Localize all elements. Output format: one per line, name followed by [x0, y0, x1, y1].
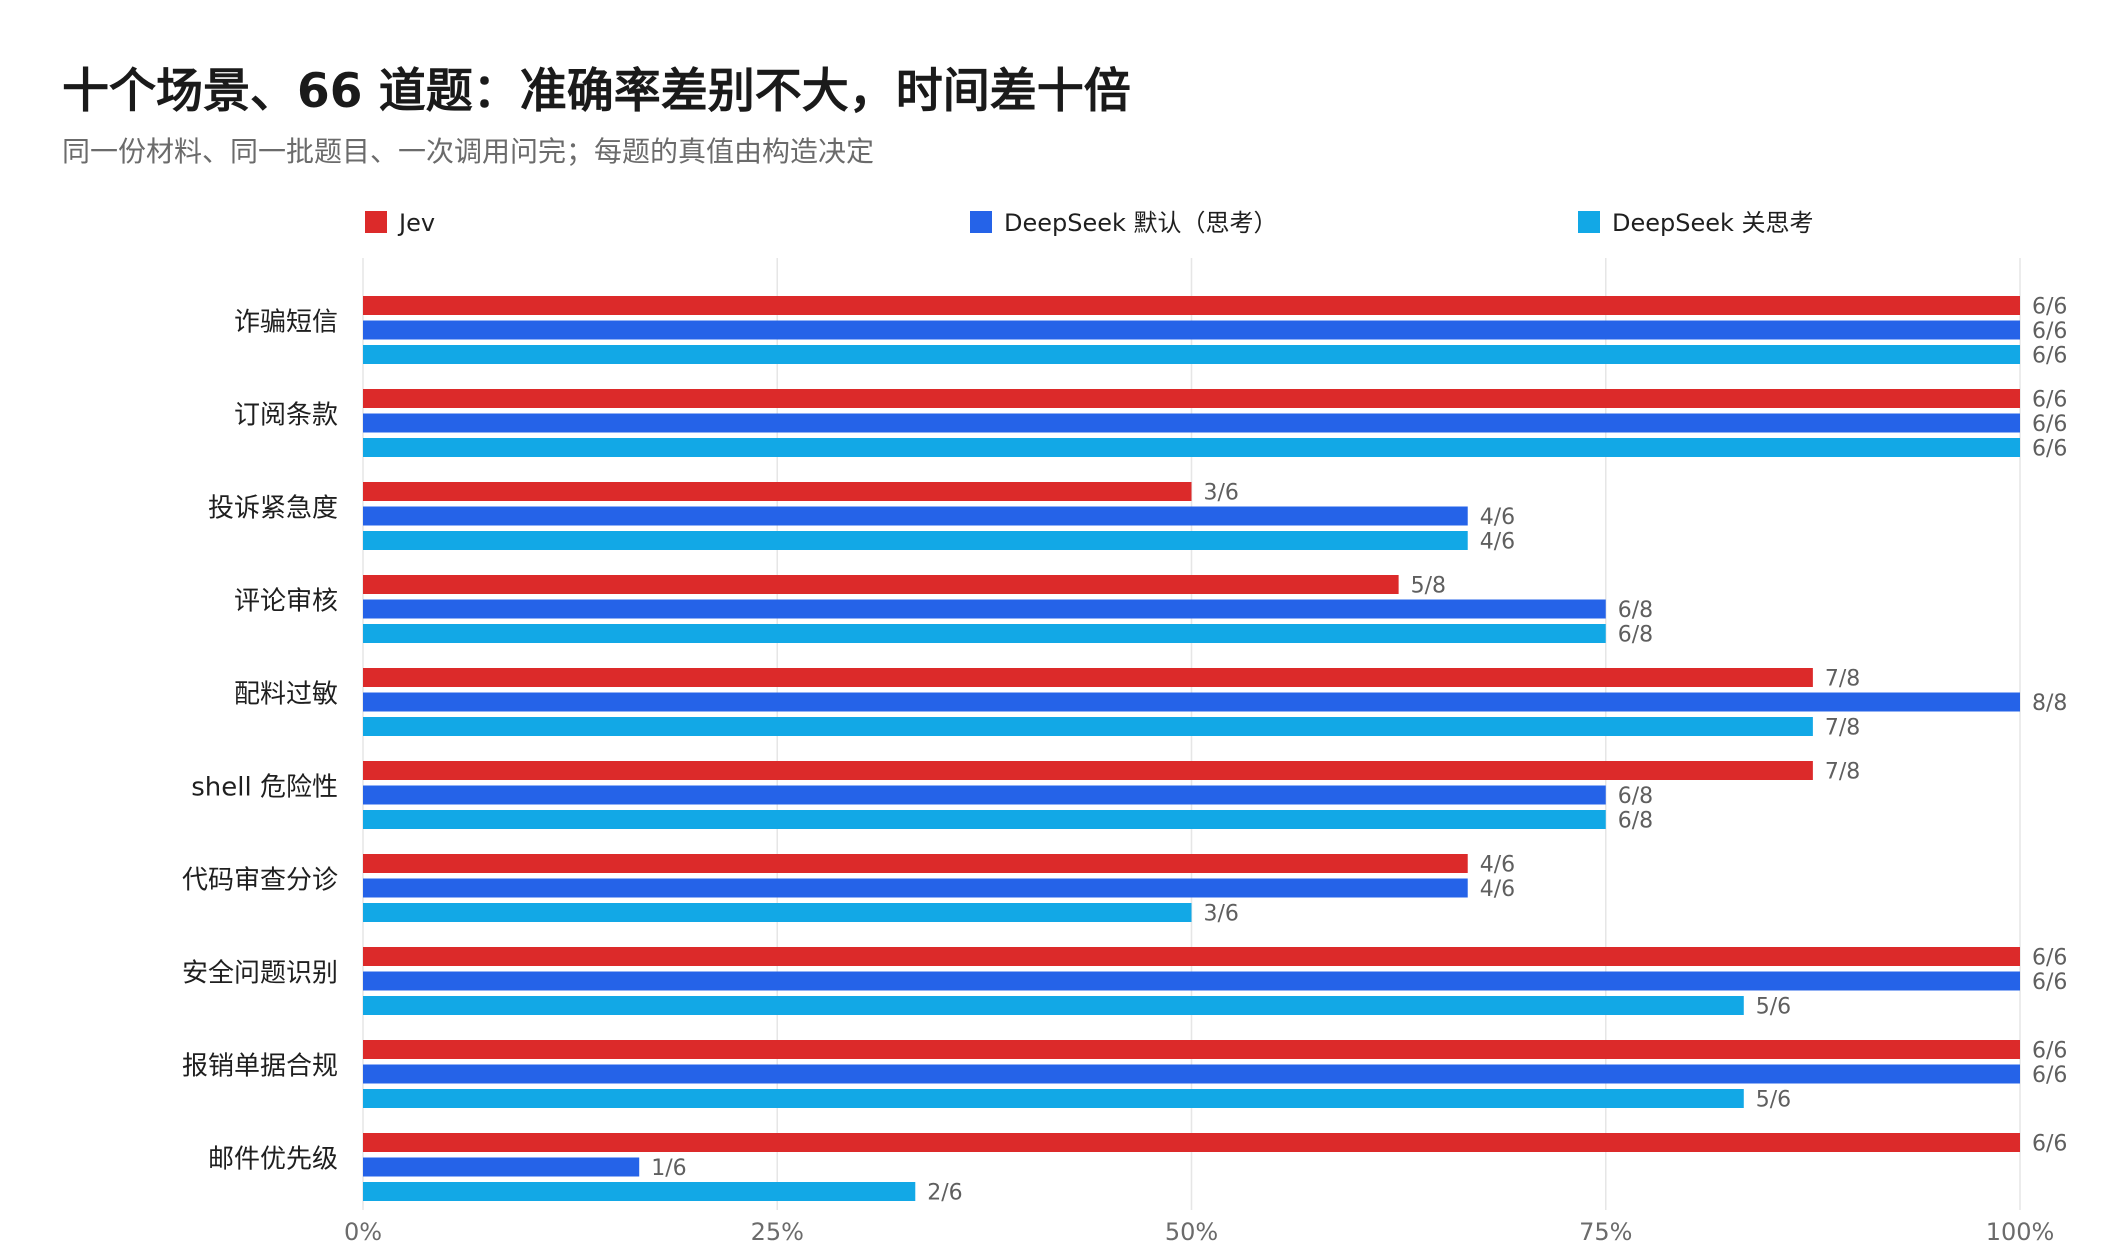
bar — [363, 692, 2020, 712]
bar — [363, 413, 2020, 433]
data-label: 7/8 — [1825, 716, 1860, 741]
chart-title: 十个场景、66 道题：准确率差别不大，时间差十倍 — [62, 64, 1131, 119]
data-label: 6/6 — [2032, 1132, 2067, 1157]
category-label: 代码审查分诊 — [182, 866, 338, 896]
data-label: 4/6 — [1480, 530, 1515, 555]
category-label: 投诉紧急度 — [208, 494, 338, 524]
data-label: 5/6 — [1756, 1088, 1791, 1113]
data-label: 6/6 — [2032, 1063, 2067, 1088]
bar — [363, 1064, 2020, 1084]
data-label: 7/8 — [1825, 760, 1860, 785]
bar — [363, 531, 1468, 550]
data-label: 6/8 — [1618, 784, 1653, 809]
bar — [363, 785, 1606, 805]
category-label: 安全问题识别 — [182, 959, 338, 989]
chart-subtitle: 同一份材料、同一批题目、一次调用问完；每题的真值由构造决定 — [62, 135, 875, 168]
data-label: 6/6 — [2032, 319, 2067, 344]
data-label: 6/6 — [2032, 970, 2067, 995]
bar — [363, 296, 2020, 315]
bar — [363, 1157, 640, 1177]
data-label: 6/6 — [2032, 295, 2067, 320]
data-label: 1/6 — [651, 1156, 686, 1181]
category-label: 订阅条款 — [234, 401, 338, 431]
bar — [363, 482, 1192, 501]
category-label: 评论审核 — [234, 587, 338, 617]
data-label: 6/8 — [1618, 809, 1653, 834]
x-tick-label: 25% — [751, 1218, 804, 1246]
category-label: 邮件优先级 — [208, 1145, 338, 1175]
category-label: shell 危险性 — [191, 773, 338, 803]
bar — [363, 1182, 916, 1201]
category-label: 诈骗短信 — [234, 308, 338, 338]
bar — [363, 1133, 2020, 1152]
data-label: 6/6 — [2032, 946, 2067, 971]
x-tick-label: 75% — [1579, 1218, 1632, 1246]
bar — [363, 971, 2020, 991]
category-label: 配料过敏 — [234, 680, 338, 710]
bar — [363, 878, 1468, 898]
data-label: 5/6 — [1756, 995, 1791, 1020]
category-label: 报销单据合规 — [182, 1052, 338, 1082]
bar — [363, 996, 1744, 1015]
bar — [363, 506, 1468, 526]
bar — [363, 947, 2020, 966]
bar — [363, 320, 2020, 340]
legend-swatch — [970, 211, 992, 233]
bar — [363, 717, 1813, 736]
bar — [363, 854, 1468, 873]
data-label: 7/8 — [1825, 667, 1860, 692]
data-label: 6/6 — [2032, 344, 2067, 369]
legend-label: DeepSeek 默认（思考） — [1004, 209, 1278, 237]
data-label: 4/6 — [1480, 877, 1515, 902]
bar — [363, 345, 2020, 364]
data-label: 8/8 — [2032, 691, 2067, 716]
x-tick-label: 0% — [344, 1218, 382, 1246]
bar — [363, 903, 1192, 922]
bar — [363, 599, 1606, 619]
bar — [363, 438, 2020, 457]
data-label: 3/6 — [1204, 481, 1239, 506]
data-label: 6/6 — [2032, 437, 2067, 462]
bar — [363, 810, 1606, 829]
legend-label: Jev — [397, 209, 435, 237]
data-label: 6/6 — [2032, 388, 2067, 413]
bar — [363, 668, 1813, 687]
x-tick-label: 50% — [1165, 1218, 1218, 1246]
bar — [363, 624, 1606, 643]
bar — [363, 389, 2020, 408]
data-label: 4/6 — [1480, 505, 1515, 530]
bar — [363, 761, 1813, 780]
bar — [363, 1089, 1744, 1108]
legend-swatch — [1578, 211, 1600, 233]
data-label: 6/8 — [1618, 598, 1653, 623]
bar — [363, 575, 1399, 594]
data-label: 6/6 — [2032, 412, 2067, 437]
data-label: 6/8 — [1618, 623, 1653, 648]
legend-label: DeepSeek 关思考 — [1612, 209, 1814, 237]
data-label: 6/6 — [2032, 1039, 2067, 1064]
data-label: 4/6 — [1480, 853, 1515, 878]
data-label: 5/8 — [1411, 574, 1446, 599]
data-label: 3/6 — [1204, 902, 1239, 927]
legend-swatch — [365, 211, 387, 233]
x-tick-label: 100% — [1986, 1218, 2055, 1246]
data-label: 2/6 — [927, 1181, 962, 1206]
bar — [363, 1040, 2020, 1059]
